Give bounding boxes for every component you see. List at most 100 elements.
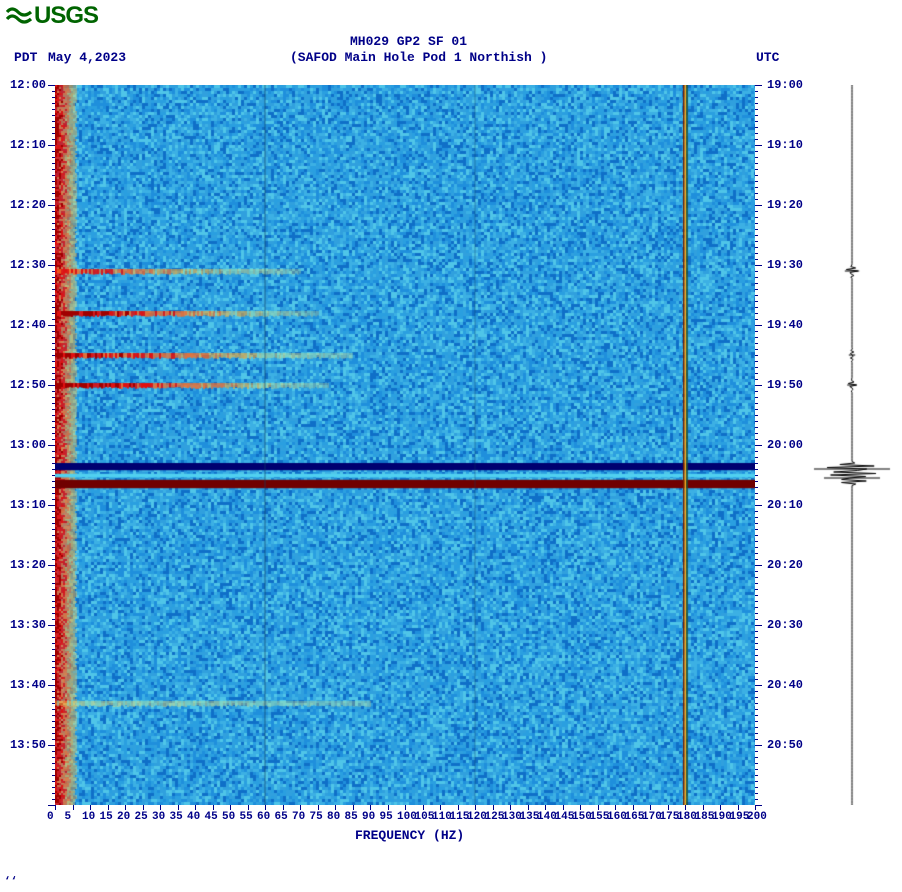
yaxis-tick — [755, 301, 758, 302]
yaxis-tick — [52, 319, 55, 320]
yaxis-tick — [755, 763, 758, 764]
xaxis-tick-label: 70 — [292, 811, 305, 823]
xaxis-tick-label: 0 — [47, 811, 54, 823]
yaxis-tick — [52, 91, 55, 92]
yaxis-tick — [755, 115, 758, 116]
yaxis-left-label: 12:40 — [10, 318, 46, 332]
yaxis-tick — [755, 385, 762, 386]
yaxis-tick — [52, 157, 55, 158]
xaxis-tick — [125, 805, 126, 810]
yaxis-tick — [52, 283, 55, 284]
side-amplitude-trace — [812, 85, 892, 805]
yaxis-tick — [52, 313, 55, 314]
yaxis-tick — [755, 751, 758, 752]
yaxis-tick — [52, 331, 55, 332]
xaxis-tick — [388, 805, 389, 810]
xaxis-tick — [703, 805, 704, 810]
xaxis-tick-label: 55 — [240, 811, 253, 823]
xaxis-tick-label: 200 — [747, 811, 767, 823]
yaxis-tick — [755, 655, 758, 656]
yaxis-tick — [755, 571, 758, 572]
yaxis-tick — [755, 421, 758, 422]
yaxis-tick — [52, 709, 55, 710]
yaxis-tick — [52, 763, 55, 764]
yaxis-tick — [52, 535, 55, 536]
xaxis-tick — [458, 805, 459, 810]
yaxis-tick — [52, 643, 55, 644]
yaxis-tick — [52, 397, 55, 398]
yaxis-tick — [52, 541, 55, 542]
yaxis-tick — [755, 397, 758, 398]
yaxis-left-label: 13:10 — [10, 498, 46, 512]
xaxis-tick-label: 90 — [362, 811, 375, 823]
yaxis-tick — [48, 505, 55, 506]
yaxis-left-label: 12:10 — [10, 138, 46, 152]
xaxis-tick — [440, 805, 441, 810]
xaxis-tick — [178, 805, 179, 810]
yaxis-tick — [755, 307, 758, 308]
right-timezone: UTC — [756, 50, 779, 65]
yaxis-tick — [755, 181, 758, 182]
yaxis-tick — [755, 145, 762, 146]
yaxis-tick — [52, 715, 55, 716]
header-date: May 4,2023 — [48, 50, 126, 65]
yaxis-tick — [52, 547, 55, 548]
yaxis-tick — [755, 667, 758, 668]
xaxis-tick-label: 15 — [100, 811, 113, 823]
yaxis-tick — [755, 127, 758, 128]
yaxis-tick — [52, 97, 55, 98]
xaxis-tick — [73, 805, 74, 810]
yaxis-right-label: 20:10 — [767, 498, 803, 512]
yaxis-tick — [755, 187, 758, 188]
xaxis-tick-label: 40 — [187, 811, 200, 823]
yaxis-tick — [52, 211, 55, 212]
xaxis-tick-label: 80 — [327, 811, 340, 823]
yaxis-tick — [52, 667, 55, 668]
yaxis-tick — [755, 613, 758, 614]
yaxis-tick — [755, 781, 758, 782]
yaxis-tick — [52, 409, 55, 410]
yaxis-tick — [52, 601, 55, 602]
yaxis-tick — [755, 133, 758, 134]
yaxis-tick — [755, 457, 758, 458]
yaxis-tick — [52, 289, 55, 290]
xaxis-tick-label: 20 — [117, 811, 130, 823]
xaxis-tick — [55, 805, 56, 810]
xaxis-tick-label: 50 — [222, 811, 235, 823]
yaxis-right-label: 20:30 — [767, 618, 803, 632]
yaxis-left-label: 12:30 — [10, 258, 46, 272]
xaxis-tick-label: 25 — [135, 811, 148, 823]
yaxis-tick — [52, 259, 55, 260]
yaxis-tick — [755, 487, 758, 488]
yaxis-tick — [48, 85, 55, 86]
yaxis-tick — [48, 625, 55, 626]
yaxis-tick — [755, 271, 758, 272]
xaxis-tick — [633, 805, 634, 810]
yaxis-tick — [52, 649, 55, 650]
yaxis-left-label: 13:30 — [10, 618, 46, 632]
yaxis-tick — [755, 703, 758, 704]
yaxis-tick — [52, 427, 55, 428]
yaxis-tick — [755, 103, 758, 104]
xaxis-tick — [300, 805, 301, 810]
yaxis-tick — [755, 535, 758, 536]
yaxis-tick — [755, 403, 758, 404]
yaxis-tick — [755, 709, 758, 710]
yaxis-tick — [755, 199, 758, 200]
xaxis-tick — [650, 805, 651, 810]
yaxis-tick — [52, 241, 55, 242]
yaxis-tick — [52, 595, 55, 596]
xaxis-tick — [510, 805, 511, 810]
xaxis-tick — [318, 805, 319, 810]
yaxis-tick — [755, 367, 758, 368]
yaxis-tick — [52, 253, 55, 254]
yaxis-right-label: 19:50 — [767, 378, 803, 392]
yaxis-tick — [755, 193, 758, 194]
yaxis-tick — [52, 181, 55, 182]
yaxis-tick — [755, 529, 758, 530]
yaxis-tick — [755, 241, 758, 242]
yaxis-tick — [52, 343, 55, 344]
yaxis-tick — [48, 745, 55, 746]
yaxis-tick — [52, 691, 55, 692]
yaxis-tick — [755, 463, 758, 464]
